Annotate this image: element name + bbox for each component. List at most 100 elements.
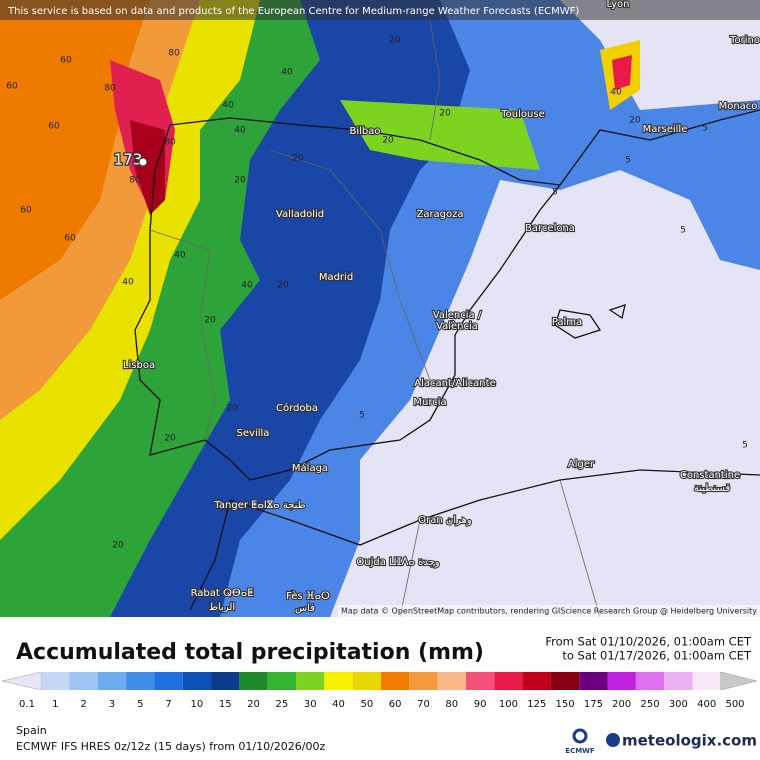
city-label: Marseille [643,124,688,135]
colorbar-label: 50 [360,699,373,710]
city-label: València [436,320,478,332]
city-label: Constantine [680,470,740,481]
colorbar-box [69,672,98,690]
contour-label: 60 [20,206,32,216]
city-label: Toulouse [500,109,544,120]
contour-label: 40 [241,281,253,291]
island [608,304,626,320]
contour-label: 5 [359,411,365,421]
city-label: الرباط [209,602,235,613]
contour-label: 20 [164,434,176,444]
colorbar-box [494,672,523,690]
colorbar-box [635,672,665,690]
colorbar-label: 400 [697,699,716,710]
coastline [229,469,760,546]
colorbar-label: 80 [445,699,458,710]
attribution-bg [338,605,760,617]
contour-label: 20 [234,176,246,186]
contour-label: 5 [680,226,686,236]
city-label: Alger [568,459,595,470]
contour-label: 80 [129,176,141,186]
contour-label: 60 [64,234,76,244]
contour-label: 20 [382,136,394,146]
colorbar-label: 40 [332,699,345,710]
max-marker [138,157,148,167]
notice-bar [0,0,760,20]
colorbar-label: 60 [389,699,402,710]
city-label: Oujda ⵡⵊⴷⴰ وجدة [356,557,439,568]
contour-label: 20 [277,281,289,291]
contour-label: 80 [104,84,116,94]
contour-label: 40 [281,68,293,78]
colorbar-label: 7 [165,699,171,710]
colorbar-label: 125 [527,699,546,710]
contour-label: 80 [168,49,180,59]
colorbar-label: 20 [247,699,260,710]
city-label: Madrid [319,272,353,283]
city-label: Lyon [606,0,629,10]
legend: Accumulated total precipitation (mm) Fro… [1,635,758,710]
colorbar-box [239,672,268,690]
contour-label: 80 [164,138,176,148]
contour-label: 40 [234,126,246,136]
city-label: فاس [295,603,315,614]
contour-label: 40 [610,88,622,98]
notice: This service is based on data and produc… [7,6,579,17]
colorbar-label: 15 [219,699,232,710]
map: This service is based on data and produc… [0,0,760,618]
city-label: Tanger ⵟⴰⵏⴵⴰ طنجة [213,500,305,511]
colorbar-label: 0.1 [19,699,35,710]
colorbar-box [522,672,551,690]
city-label: Bilbao [349,126,380,137]
legend-title: Accumulated total precipitation (mm) [16,640,484,665]
colorbar-box [692,672,721,690]
city-label: Alacant/Alicante [414,378,495,389]
coastline [134,117,562,481]
contour-label: 20 [112,541,124,551]
contour-label: 20 [389,36,401,46]
colorbar-box [126,672,155,690]
city-label: Lisboa [123,360,155,371]
contour-label: 20 [226,404,238,414]
attribution: Map data © OpenStreetMap contributors, r… [341,607,757,616]
city-label: Córdoba [276,402,318,414]
colorbar-label: 3 [109,699,115,710]
border [149,19,601,618]
colorbar-label: 30 [304,699,317,710]
colorbar-label: 90 [474,699,487,710]
colorbar-box [664,672,693,690]
city-label: Torino [729,35,760,46]
city-label: Barcelona [525,223,575,234]
colorbar-label: 250 [640,699,659,710]
colorbar-box [211,672,240,690]
colorbar-arrow [720,671,758,691]
contour-label: 20 [204,316,216,326]
colorbar-label: 100 [499,699,518,710]
colorbar-box [182,672,212,690]
max-label: 173 [114,151,143,169]
colorbar-label: 200 [612,699,631,710]
city-label: Málaga [292,462,328,474]
contour-label: 5 [552,188,558,198]
colorbar-label: 25 [276,699,289,710]
city-label: Sevilla [237,428,270,439]
model-info: ECMWF IFS HRES 0z/12z (15 days) from 01/… [16,740,326,753]
colorbar-box [607,672,636,690]
region [340,100,540,170]
date-from: From Sat 01/10/2026, 01:00am CET [545,635,752,649]
city-label: قسنطينة [694,483,731,494]
city-label: Fès ⴼⴰⵙ [286,590,330,602]
ecmwf-logo: ECMWF [565,747,595,755]
contour-label: 20 [439,109,451,119]
contour-label: 5 [742,441,748,451]
city-label: Monaco [719,101,758,112]
colorbar-box [154,672,183,690]
colorbar-label: 300 [669,699,688,710]
contour-label: 5 [625,156,631,166]
colorbar-label: 150 [556,699,575,710]
colorbar-label: 500 [725,699,744,710]
city-label: Valladolid [276,209,324,220]
contour-label: 5 [702,124,708,134]
coastline [189,499,231,611]
